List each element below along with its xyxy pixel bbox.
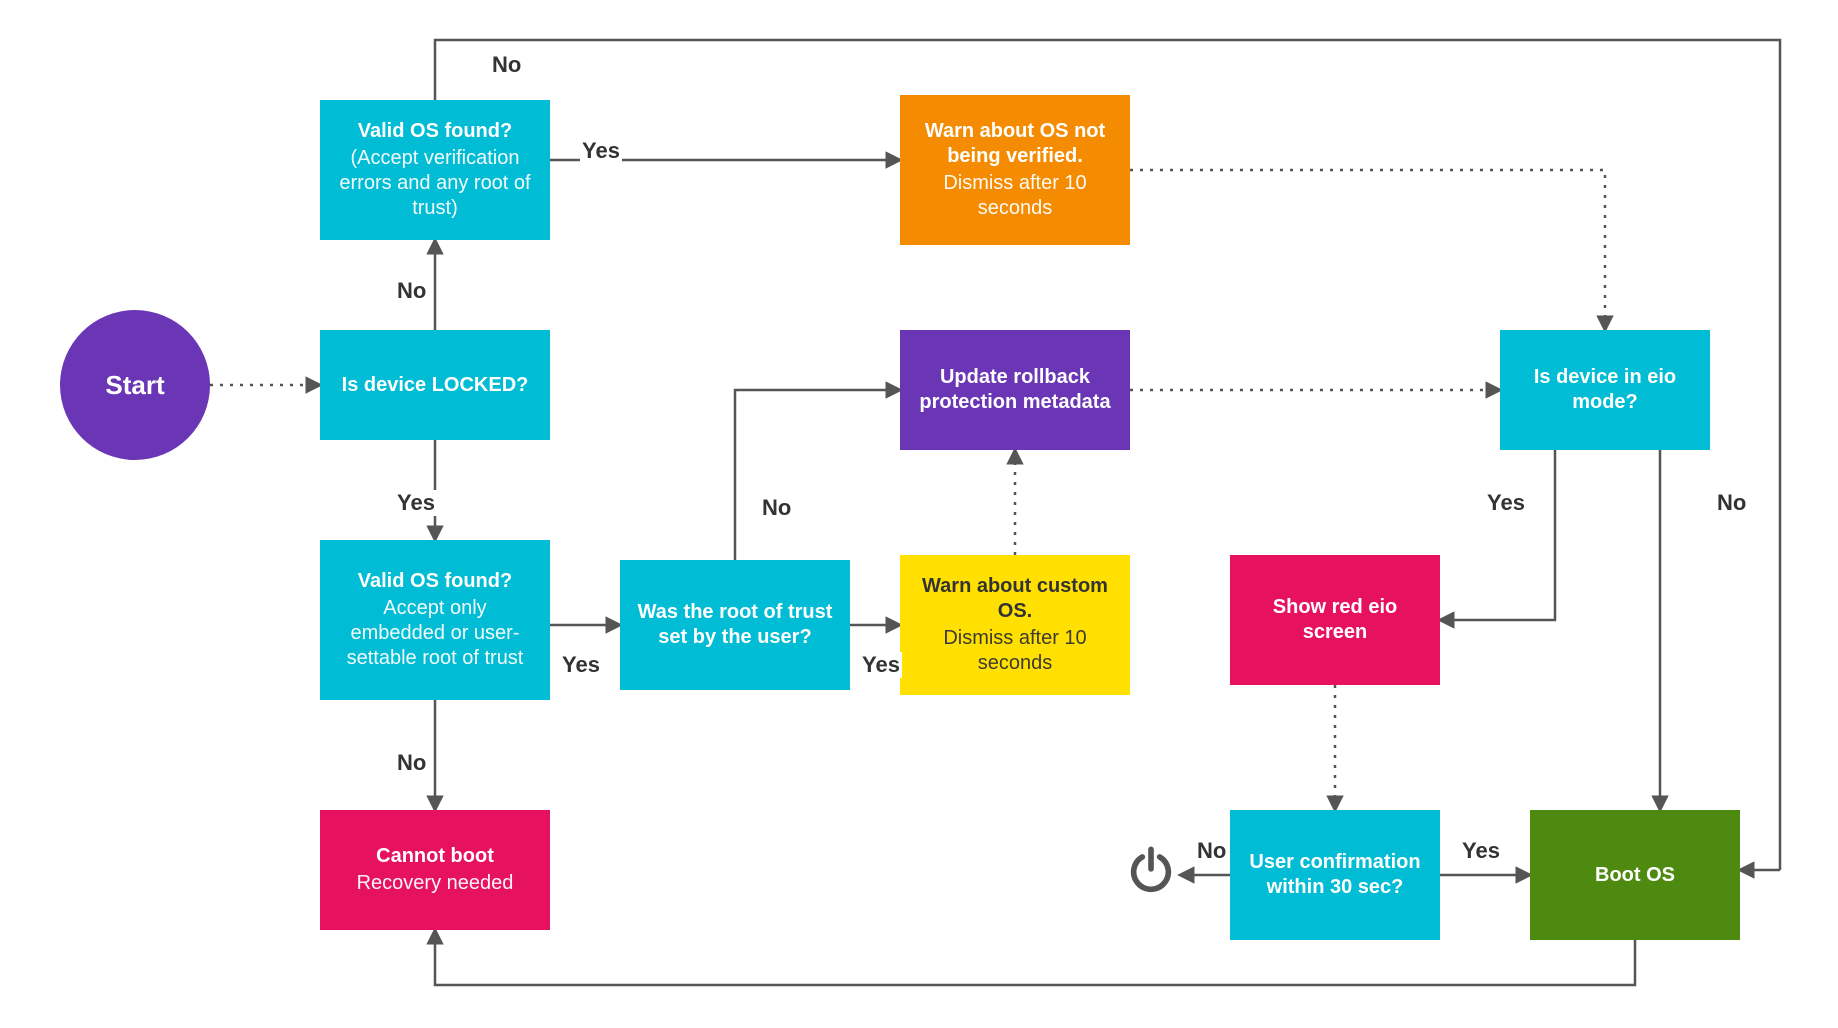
node-updateRoll: Update rollback protection metadata — [900, 330, 1130, 450]
node-warnNotVer-title: Warn about OS not being verified. — [914, 119, 1116, 169]
edge-root-no-to-update — [735, 390, 900, 560]
node-isEio: Is device in eio mode? — [1500, 330, 1710, 450]
edge-label-confirmNo: No — [1195, 838, 1228, 864]
edge-isEio-yes-to-showRed — [1440, 450, 1555, 620]
node-cannotBoot-title: Cannot boot — [376, 844, 494, 869]
edge-label-eioYes: Yes — [1485, 490, 1527, 516]
edge-label-lockedNo: No — [395, 278, 428, 304]
node-validOsTop-title: Valid OS found? — [358, 119, 512, 144]
edge-bootOs-to-cannot-bottom — [435, 930, 1635, 985]
node-bootOs: Boot OS — [1530, 810, 1740, 940]
node-warnCustom: Warn about custom OS.Dismiss after 10 se… — [900, 555, 1130, 695]
node-warnCustom-title: Warn about custom OS. — [914, 574, 1116, 624]
edge-label-lockedYes: Yes — [395, 490, 437, 516]
node-isLocked: Is device LOCKED? — [320, 330, 550, 440]
node-validOsTop: Valid OS found?(Accept verification erro… — [320, 100, 550, 240]
edge-label-topYes: Yes — [580, 138, 622, 164]
edge-label-validBotNo: No — [395, 750, 428, 776]
edge-label-confirmYes: Yes — [1460, 838, 1502, 864]
edge-label-rootNo: No — [760, 495, 793, 521]
edge-label-eioNo: No — [1715, 490, 1748, 516]
flowchart-canvas: StartValid OS found?(Accept verification… — [0, 0, 1838, 1028]
node-cannotBoot-sub: Recovery needed — [357, 871, 514, 896]
node-updateRoll-title: Update rollback protection metadata — [914, 365, 1116, 415]
node-showRed-title: Show red eio screen — [1244, 595, 1426, 645]
node-validOsBot-sub: Accept only embedded or user-settable ro… — [334, 596, 536, 671]
node-userConfirm-title: User confirmation within 30 sec? — [1244, 850, 1426, 900]
node-validOsBot: Valid OS found?Accept only embedded or u… — [320, 540, 550, 700]
node-warnNotVer: Warn about OS not being verified.Dismiss… — [900, 95, 1130, 245]
edge-warnNotVer-to-isEio — [1130, 170, 1605, 330]
node-rootOfTrust-title: Was the root of trust set by the user? — [634, 600, 836, 650]
node-start: Start — [60, 310, 210, 460]
edge-label-topNo: No — [490, 52, 523, 78]
node-warnCustom-sub: Dismiss after 10 seconds — [914, 626, 1116, 676]
node-cannotBoot: Cannot bootRecovery needed — [320, 810, 550, 930]
node-validOsBot-title: Valid OS found? — [358, 569, 512, 594]
edge-label-rootYes: Yes — [860, 652, 902, 678]
node-isLocked-title: Is device LOCKED? — [342, 373, 529, 398]
node-userConfirm: User confirmation within 30 sec? — [1230, 810, 1440, 940]
power-icon — [1125, 845, 1177, 897]
node-rootOfTrust: Was the root of trust set by the user? — [620, 560, 850, 690]
node-bootOs-title: Boot OS — [1595, 863, 1675, 888]
node-validOsTop-sub: (Accept verification errors and any root… — [334, 146, 536, 221]
edge-label-validBotYes: Yes — [560, 652, 602, 678]
node-isEio-title: Is device in eio mode? — [1514, 365, 1696, 415]
node-warnNotVer-sub: Dismiss after 10 seconds — [914, 171, 1116, 221]
node-showRed: Show red eio screen — [1230, 555, 1440, 685]
node-start-title: Start — [105, 369, 164, 402]
